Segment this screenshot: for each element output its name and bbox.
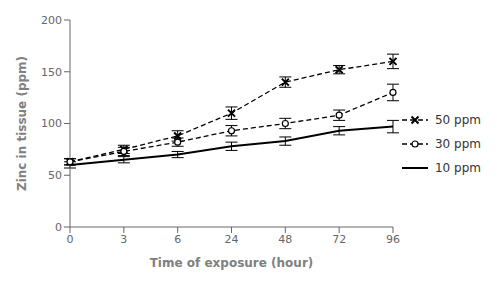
svg-text:200: 200	[41, 14, 62, 27]
svg-text:150: 150	[41, 66, 62, 79]
html-text:30 ppm: 30 ppm	[435, 136, 481, 151]
svg-text:50: 50	[48, 169, 62, 182]
svg-text:96: 96	[386, 233, 400, 246]
svg-text:0: 0	[55, 221, 62, 234]
svg-text:72: 72	[332, 233, 346, 246]
html-text:50 ppm: 50 ppm	[435, 112, 481, 127]
svg-text:Zinc in tissue (ppm): Zinc in tissue (ppm)	[15, 56, 29, 191]
svg-text:3: 3	[120, 233, 127, 246]
svg-text:0: 0	[67, 233, 74, 246]
svg-text:6: 6	[174, 233, 181, 246]
svg-text:48: 48	[278, 233, 292, 246]
svg-text:24: 24	[224, 233, 238, 246]
svg-text:100: 100	[41, 117, 62, 130]
html-text:10 ppm: 10 ppm	[435, 160, 481, 175]
svg-text:Time of exposure (hour): Time of exposure (hour)	[150, 256, 314, 270]
